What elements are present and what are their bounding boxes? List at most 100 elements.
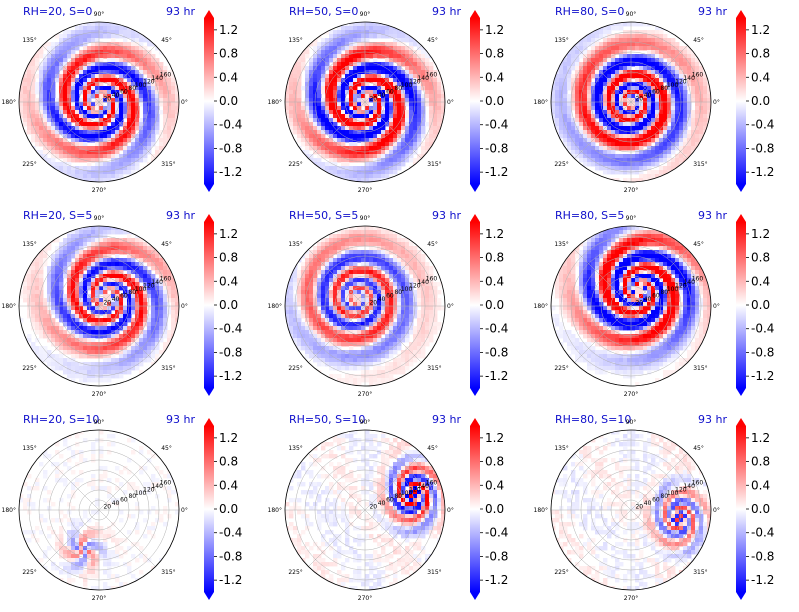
radial-tick-label: 160	[160, 275, 172, 282]
angle-tick-label: 45°	[693, 445, 704, 452]
colorbar-tick-label: 1.2	[219, 227, 238, 241]
radial-tick-label: 80	[128, 85, 136, 92]
panel-time-label: 93 hr	[166, 5, 195, 18]
angle-tick-label: 135°	[554, 37, 568, 44]
radial-tick-label: 40	[112, 500, 120, 507]
colorbar-extend-min	[204, 592, 214, 600]
colorbar-tick-label: -0.8	[485, 345, 508, 359]
panel-9: RH=80, S=10 93 hr 20 40 60 80 100 120 140 160 0° 45…	[532, 408, 798, 612]
radial-tick-label: 60	[652, 89, 660, 96]
angle-tick-label: 45°	[693, 241, 704, 248]
colorbar-tick-label: -1.2	[751, 165, 774, 179]
polar-frame	[18, 429, 180, 591]
radial-tick-label: 60	[386, 497, 394, 504]
colorbar-tick-label: -0.8	[485, 549, 508, 563]
colorbar-tick-label: 1.2	[219, 431, 238, 445]
angle-tick-label: 90°	[360, 419, 371, 426]
radial-tick-label: 120	[409, 282, 421, 289]
angle-tick-label: 315°	[427, 569, 441, 576]
colorbar-tick-label: -1.2	[219, 165, 242, 179]
colorbar-tick-label: -1.2	[751, 573, 774, 587]
angle-tick-label: 270°	[624, 595, 638, 602]
polar-grid	[18, 21, 180, 183]
radial-tick-label: 40	[378, 296, 386, 303]
colorbar-extend-min	[470, 592, 480, 600]
panel-title: RH=20, S=5	[23, 209, 93, 222]
panel-time-label: 93 hr	[698, 5, 727, 18]
colorbar-tick-label: -0.8	[751, 345, 774, 359]
angle-tick-label: 135°	[22, 37, 36, 44]
panel-6: RH=80, S=5 93 hr 20 40 60 80 100 120 140 160 0° 45°…	[532, 204, 798, 408]
polar-frame	[550, 21, 712, 183]
colorbar-tick-label: 1.2	[751, 23, 770, 37]
colorbar-extend-max	[736, 10, 746, 18]
colorbar-tick-label: 1.2	[485, 23, 504, 37]
colorbar-tick-label: 0.4	[485, 478, 504, 492]
colorbar-extend-min	[736, 184, 746, 192]
panel-title: RH=20, S=10	[23, 413, 100, 426]
radial-tick-label: 120	[675, 282, 687, 289]
radial-tick-label: 80	[394, 289, 402, 296]
radial-tick-label: 120	[143, 78, 155, 85]
radial-tick-label: 20	[103, 504, 111, 511]
angle-tick-label: 0°	[447, 303, 454, 310]
radial-tick-label: 20	[369, 504, 377, 511]
colorbar-extend-min	[470, 184, 480, 192]
polar-grid	[550, 21, 712, 183]
angle-tick-label: 225°	[288, 569, 302, 576]
radial-tick-label: 100	[667, 490, 679, 497]
colorbar-tick-label: 0.8	[485, 47, 504, 61]
radial-tick-label: 120	[143, 282, 155, 289]
panel-title: RH=20, S=0	[23, 5, 93, 18]
colorbar-tick-label: 0.8	[219, 455, 238, 469]
colorbar-extend-max	[736, 214, 746, 222]
radial-tick-label: 160	[692, 71, 704, 78]
panel-1: RH=20, S=0 93 hr 20 40 60 80 100 120 140 160 0° 45°…	[0, 0, 266, 204]
colorbar-tick-label: 0.0	[485, 94, 504, 108]
angle-tick-label: 315°	[161, 161, 175, 168]
polar-frame	[550, 225, 712, 387]
panel-title: RH=50, S=10	[289, 413, 366, 426]
colorbar-tick-label: -0.8	[219, 345, 242, 359]
radial-tick-label: 40	[644, 92, 652, 99]
colorbar: 1.2 0.8 0.4 0.0 -0.4 -0.8 -1.2	[204, 10, 242, 192]
panel-time-label: 93 hr	[432, 5, 461, 18]
colorbar-extend-max	[204, 10, 214, 18]
colorbar-tick-label: -1.2	[485, 369, 508, 383]
angle-tick-label: 270°	[358, 595, 372, 602]
panel-time-label: 93 hr	[432, 209, 461, 222]
radial-tick-label: 40	[644, 500, 652, 507]
colorbar-tick-label: 1.2	[219, 23, 238, 37]
radial-tick-label: 60	[386, 89, 394, 96]
angle-tick-label: 225°	[22, 365, 36, 372]
angle-tick-label: 225°	[554, 161, 568, 168]
angle-tick-label: 45°	[693, 37, 704, 44]
colorbar-tick-label: -0.4	[485, 322, 508, 336]
panel-8: RH=50, S=10 93 hr 20 40 60 80 100 120 140 160 0° 45…	[266, 408, 532, 612]
panel-title: RH=50, S=5	[289, 209, 359, 222]
colorbar-tick-label: 0.8	[219, 47, 238, 61]
radial-tick-label: 80	[394, 85, 402, 92]
angle-tick-label: 270°	[92, 595, 106, 602]
radial-tick-label: 20	[103, 96, 111, 103]
radial-tick-label: 120	[675, 78, 687, 85]
colorbar-extend-max	[204, 214, 214, 222]
radial-tick-label: 40	[378, 500, 386, 507]
colorbar-tick-label: 0.8	[485, 455, 504, 469]
colorbar-tick-label: 1.2	[485, 227, 504, 241]
radial-tick-label: 140	[151, 75, 163, 82]
angle-tick-label: 135°	[288, 37, 302, 44]
panel-7: RH=20, S=10 93 hr 20 40 60 80 100 120 140 160 0° 45…	[0, 408, 266, 612]
polar-grid	[284, 429, 446, 591]
polar-frame	[18, 225, 180, 387]
radial-tick-label: 40	[112, 92, 120, 99]
angle-tick-label: 225°	[22, 161, 36, 168]
panel-2: RH=50, S=0 93 hr 20 40 60 80 100 120 140 160 0° 45°…	[266, 0, 532, 204]
colorbar-extend-max	[204, 418, 214, 426]
angle-tick-label: 315°	[693, 161, 707, 168]
radial-tick-label: 40	[644, 296, 652, 303]
polar-grid	[550, 225, 712, 387]
